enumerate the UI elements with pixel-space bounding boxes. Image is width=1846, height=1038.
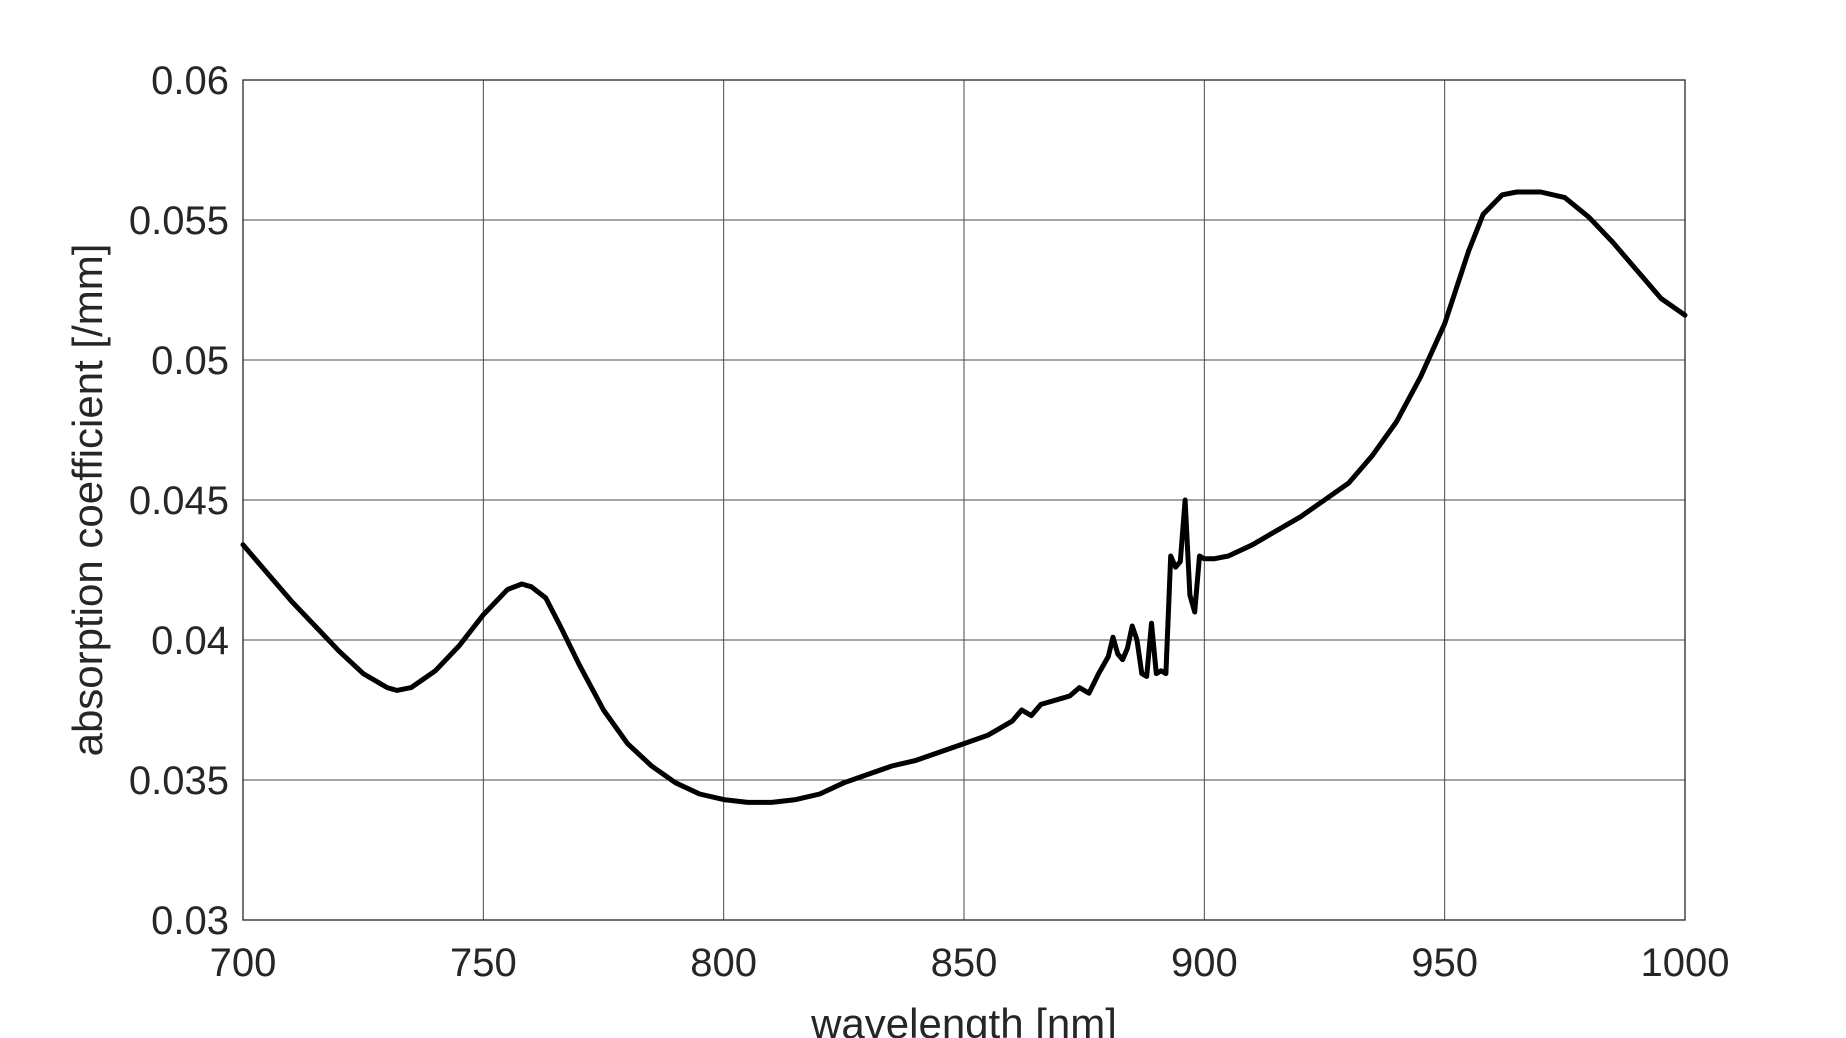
x-tick-label: 750 — [450, 941, 517, 985]
x-tick-label: 850 — [931, 941, 998, 985]
y-tick-label: 0.05 — [151, 339, 229, 383]
y-tick-label: 0.04 — [151, 619, 229, 663]
grid-lines — [242, 79, 1686, 921]
y-tick-label: 0.03 — [151, 899, 229, 943]
x-tick-label: 800 — [690, 941, 757, 985]
y-tick-label: 0.055 — [129, 199, 229, 243]
x-tick-label: 900 — [1171, 941, 1238, 985]
y-tick-label: 0.045 — [129, 479, 229, 523]
y-tick-labels: 0.03 0.035 0.04 0.045 0.05 0.055 0.06 — [129, 59, 229, 943]
absorption-series-line — [240, 189, 1688, 805]
plot-frame — [242, 79, 1686, 921]
x-tick-label: 950 — [1411, 941, 1478, 985]
y-tick-label: 0.035 — [129, 759, 229, 803]
y-axis-label: absorption coefficient [/mm] — [64, 244, 111, 757]
x-tick-label: 700 — [210, 941, 277, 985]
x-axis-label: wavelength [nm] — [810, 1000, 1117, 1038]
x-tick-label: 1000 — [1641, 941, 1730, 985]
y-tick-label: 0.06 — [151, 59, 229, 103]
x-tick-labels: 700 750 800 850 900 950 1000 — [210, 941, 1730, 985]
